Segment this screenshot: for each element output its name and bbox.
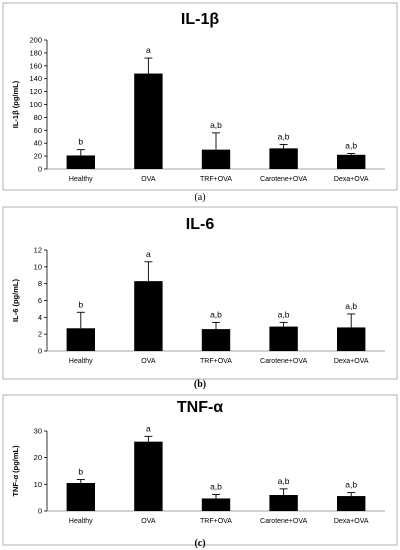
il1b-title: IL-1β <box>181 11 219 28</box>
tnfa-sig-label: b <box>78 467 83 477</box>
il6-category-label: Healthy <box>69 358 93 365</box>
il1b-sig-label: a,b <box>345 141 357 151</box>
il1b-ytick-label: 120 <box>29 87 42 96</box>
tnfa-sig-label: a,b <box>278 476 290 486</box>
tnfa-chart: TNF-α TNF-α (pg/mL) 0 10 20 30 b Healthy a OVA a,b… <box>2 394 398 546</box>
il6-ylabel: IL-6 (pg/mL) <box>11 279 20 322</box>
il6-bar <box>201 329 231 351</box>
il6-frame <box>2 206 398 380</box>
il6-chart: IL-6 IL-6 (pg/mL) 0 2 4 6 8 10 12 b Healthy a OVA a,b… <box>2 206 398 380</box>
il6-ytick-label: 8 <box>38 279 42 288</box>
il6-ytick-label: 6 <box>38 296 42 305</box>
il1b-bar <box>269 148 298 169</box>
il1b-category-label: Dexa+OVA <box>334 176 369 183</box>
tnfa-ytick-label: 0 <box>38 507 42 516</box>
panel-label-b: (b) <box>193 379 207 390</box>
il1b-category-label: Healthy <box>69 176 93 183</box>
il1b-sig-label: a,b <box>210 120 222 130</box>
il1b-ylabel: IL-1β (pg/mL) <box>11 80 20 128</box>
il1b-sig-label: b <box>78 137 83 147</box>
il1b-ytick-label: 200 <box>29 36 42 45</box>
il6-ytick-label: 4 <box>38 313 42 322</box>
il1b-bar <box>66 155 95 169</box>
il1b-category-label: TRF+OVA <box>200 176 232 183</box>
il1b-bar <box>201 149 231 169</box>
il6-sig-label: b <box>78 299 83 309</box>
il6-ytick-label: 0 <box>38 347 42 356</box>
il6-sig-label: a,b <box>278 309 290 319</box>
il6-sig-label: a <box>146 249 151 259</box>
tnfa-ylabel: TNF-α (pg/mL) <box>11 445 20 497</box>
tnfa-category-label: Carotene+OVA <box>260 518 307 525</box>
il1b-sig-label: a,b <box>278 131 290 141</box>
il1b-ytick-label: 100 <box>29 100 42 109</box>
tnfa-bar <box>134 441 163 511</box>
il6-category-label: Dexa+OVA <box>334 358 369 365</box>
tnfa-sig-label: a,b <box>345 480 357 490</box>
il1b-ytick-label: 80 <box>34 113 42 122</box>
il1b-ytick-label: 160 <box>29 61 42 70</box>
il6-ytick-label: 2 <box>38 330 42 339</box>
tnfa-ytick-label: 10 <box>34 480 42 489</box>
il6-category-label: OVA <box>141 358 156 365</box>
il6-bar <box>66 328 95 351</box>
tnfa-bar <box>337 496 366 511</box>
il6-bar <box>337 327 366 351</box>
il6-category-label: TRF+OVA <box>200 358 232 365</box>
tnfa-bar <box>66 483 95 511</box>
tnfa-category-label: TRF+OVA <box>200 518 232 525</box>
tnfa-sig-label: a <box>146 423 151 433</box>
il1b-ytick-label: 0 <box>38 165 42 174</box>
il1b-ytick-label: 20 <box>34 152 42 161</box>
il6-title: IL-6 <box>186 216 215 233</box>
tnfa-bar <box>201 498 231 511</box>
il1b-ytick-label: 40 <box>34 139 42 148</box>
tnfa-title: TNF-α <box>177 399 223 416</box>
il1b-category-label: Carotene+OVA <box>260 176 307 183</box>
tnfa-category-label: OVA <box>141 518 156 525</box>
tnfa-category-label: Dexa+OVA <box>334 518 369 525</box>
il1b-ytick-label: 180 <box>29 48 42 57</box>
il1b-chart: IL-1β IL-1β (pg/mL) 0 20 40 60 80 100 120 140 160 1… <box>2 2 398 191</box>
il1b-frame <box>2 2 398 191</box>
il1b-bar <box>134 73 163 169</box>
il1b-bar <box>337 154 366 169</box>
tnfa-category-label: Healthy <box>69 518 93 525</box>
il6-bar <box>269 326 298 351</box>
il1b-ytick-label: 60 <box>34 126 42 135</box>
il6-sig-label: a,b <box>345 301 357 311</box>
panel-label-c: (c) <box>194 538 206 549</box>
il1b-sig-label: a <box>146 45 151 55</box>
il6-category-label: Carotene+OVA <box>260 358 307 365</box>
il6-ytick-label: 10 <box>34 262 42 271</box>
il6-bar <box>134 281 163 351</box>
il6-sig-label: a,b <box>210 309 222 319</box>
panel-label-a: (a) <box>194 192 206 203</box>
il6-ytick-label: 12 <box>34 246 42 255</box>
tnfa-ytick-label: 20 <box>34 453 42 462</box>
tnfa-sig-label: a,b <box>210 481 222 491</box>
il1b-category-label: OVA <box>141 176 156 183</box>
tnfa-ytick-label: 30 <box>34 427 42 436</box>
il1b-ytick-label: 140 <box>29 74 42 83</box>
tnfa-frame <box>2 394 398 546</box>
tnfa-bar <box>269 495 298 511</box>
